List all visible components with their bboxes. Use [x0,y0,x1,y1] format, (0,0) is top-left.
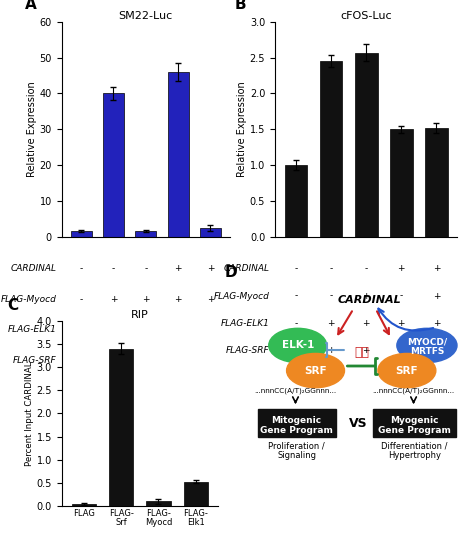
Bar [200,228,221,237]
Text: Differentiation /: Differentiation / [382,442,448,450]
Text: +: + [398,346,405,355]
Text: +: + [328,319,335,328]
Text: -: - [80,356,82,364]
Text: -: - [176,325,180,334]
Title: cFOS-Luc: cFOS-Luc [340,11,392,21]
Bar [146,502,171,506]
Text: Gene Program: Gene Program [378,426,451,435]
Bar [103,94,124,237]
Text: +: + [207,325,214,334]
Text: SRF: SRF [304,366,327,375]
Text: -: - [80,325,82,334]
Y-axis label: Relative Expression: Relative Expression [27,81,37,177]
Title: RIP: RIP [131,310,149,320]
Text: Signaling: Signaling [277,450,316,460]
Text: Hypertrophy: Hypertrophy [388,450,441,460]
Text: SRF: SRF [396,366,418,375]
Ellipse shape [397,329,457,363]
Text: Myogenic: Myogenic [391,416,439,425]
Text: -: - [144,264,147,274]
Text: Mitogenic: Mitogenic [272,416,322,425]
Text: +: + [433,346,440,355]
Text: +: + [363,292,370,301]
Text: D: D [224,265,237,280]
Text: -: - [294,292,298,301]
Y-axis label: Percent Input CARDINAL: Percent Input CARDINAL [25,361,34,466]
Text: ...nnnCC(A/T)₂GGnnn...: ...nnnCC(A/T)₂GGnnn... [255,388,337,394]
Text: MRTFS: MRTFS [410,347,444,356]
Text: ELK-1: ELK-1 [282,341,314,350]
Text: FLAG-SRF: FLAG-SRF [13,356,57,364]
FancyBboxPatch shape [374,410,456,437]
Bar [425,128,448,237]
Text: +: + [433,292,440,301]
Text: +: + [207,295,214,304]
Text: CARDINAL: CARDINAL [224,264,270,274]
Text: +: + [142,356,149,364]
Text: FLAG-ELK1: FLAG-ELK1 [8,325,57,334]
Text: FLAG-ELK1: FLAG-ELK1 [221,319,270,328]
Bar [390,129,413,237]
Text: Proliferation /: Proliferation / [268,442,325,450]
Text: CARDINAL: CARDINAL [337,295,401,305]
FancyBboxPatch shape [258,410,336,437]
Text: +: + [398,264,405,274]
Text: +: + [142,295,149,304]
Text: -: - [365,264,368,274]
Bar [71,231,91,237]
Text: FLAG-SRF: FLAG-SRF [226,346,270,355]
Text: C: C [7,298,18,313]
Text: +: + [174,295,182,304]
Ellipse shape [378,354,436,388]
Text: +: + [433,319,440,328]
Text: -: - [294,346,298,355]
Text: MYOCD/: MYOCD/ [407,337,447,347]
Text: +: + [207,356,214,364]
Text: +: + [109,295,117,304]
Title: SM22-Luc: SM22-Luc [118,11,173,21]
Text: +: + [398,319,405,328]
Text: B: B [235,0,246,12]
Ellipse shape [287,354,345,388]
Bar [355,53,378,237]
Text: +: + [174,356,182,364]
Text: -: - [112,325,115,334]
Text: -: - [329,264,333,274]
Text: A: A [25,0,36,12]
Text: -: - [294,264,298,274]
Bar [168,72,189,237]
Bar [72,504,96,506]
Text: CARDINAL: CARDINAL [11,264,57,274]
Text: ...nnnCC(A/T)₂GGnnn...: ...nnnCC(A/T)₂GGnnn... [373,388,455,394]
Text: Gene Program: Gene Program [260,426,333,435]
Bar [183,482,208,506]
Bar [284,165,307,237]
Text: -: - [80,295,82,304]
Ellipse shape [269,329,327,363]
Text: FLAG-Myocd: FLAG-Myocd [214,292,270,301]
Text: +: + [328,346,335,355]
Text: +: + [142,325,149,334]
Text: -: - [112,264,115,274]
Text: +: + [363,346,370,355]
Text: +: + [207,264,214,274]
Text: -: - [294,319,298,328]
Bar [135,231,156,237]
Text: -: - [400,292,403,301]
Text: +: + [433,264,440,274]
Text: -: - [329,292,333,301]
Y-axis label: Relative Expression: Relative Expression [237,81,247,177]
Text: VS: VS [348,417,367,430]
Text: +: + [363,319,370,328]
Text: FLAG-Myocd: FLAG-Myocd [1,295,57,304]
Text: -: - [80,264,82,274]
Text: +: + [174,264,182,274]
Bar [109,349,133,506]
Text: 〜〜: 〜〜 [355,346,370,359]
Bar [319,61,343,237]
Text: +: + [109,356,117,364]
